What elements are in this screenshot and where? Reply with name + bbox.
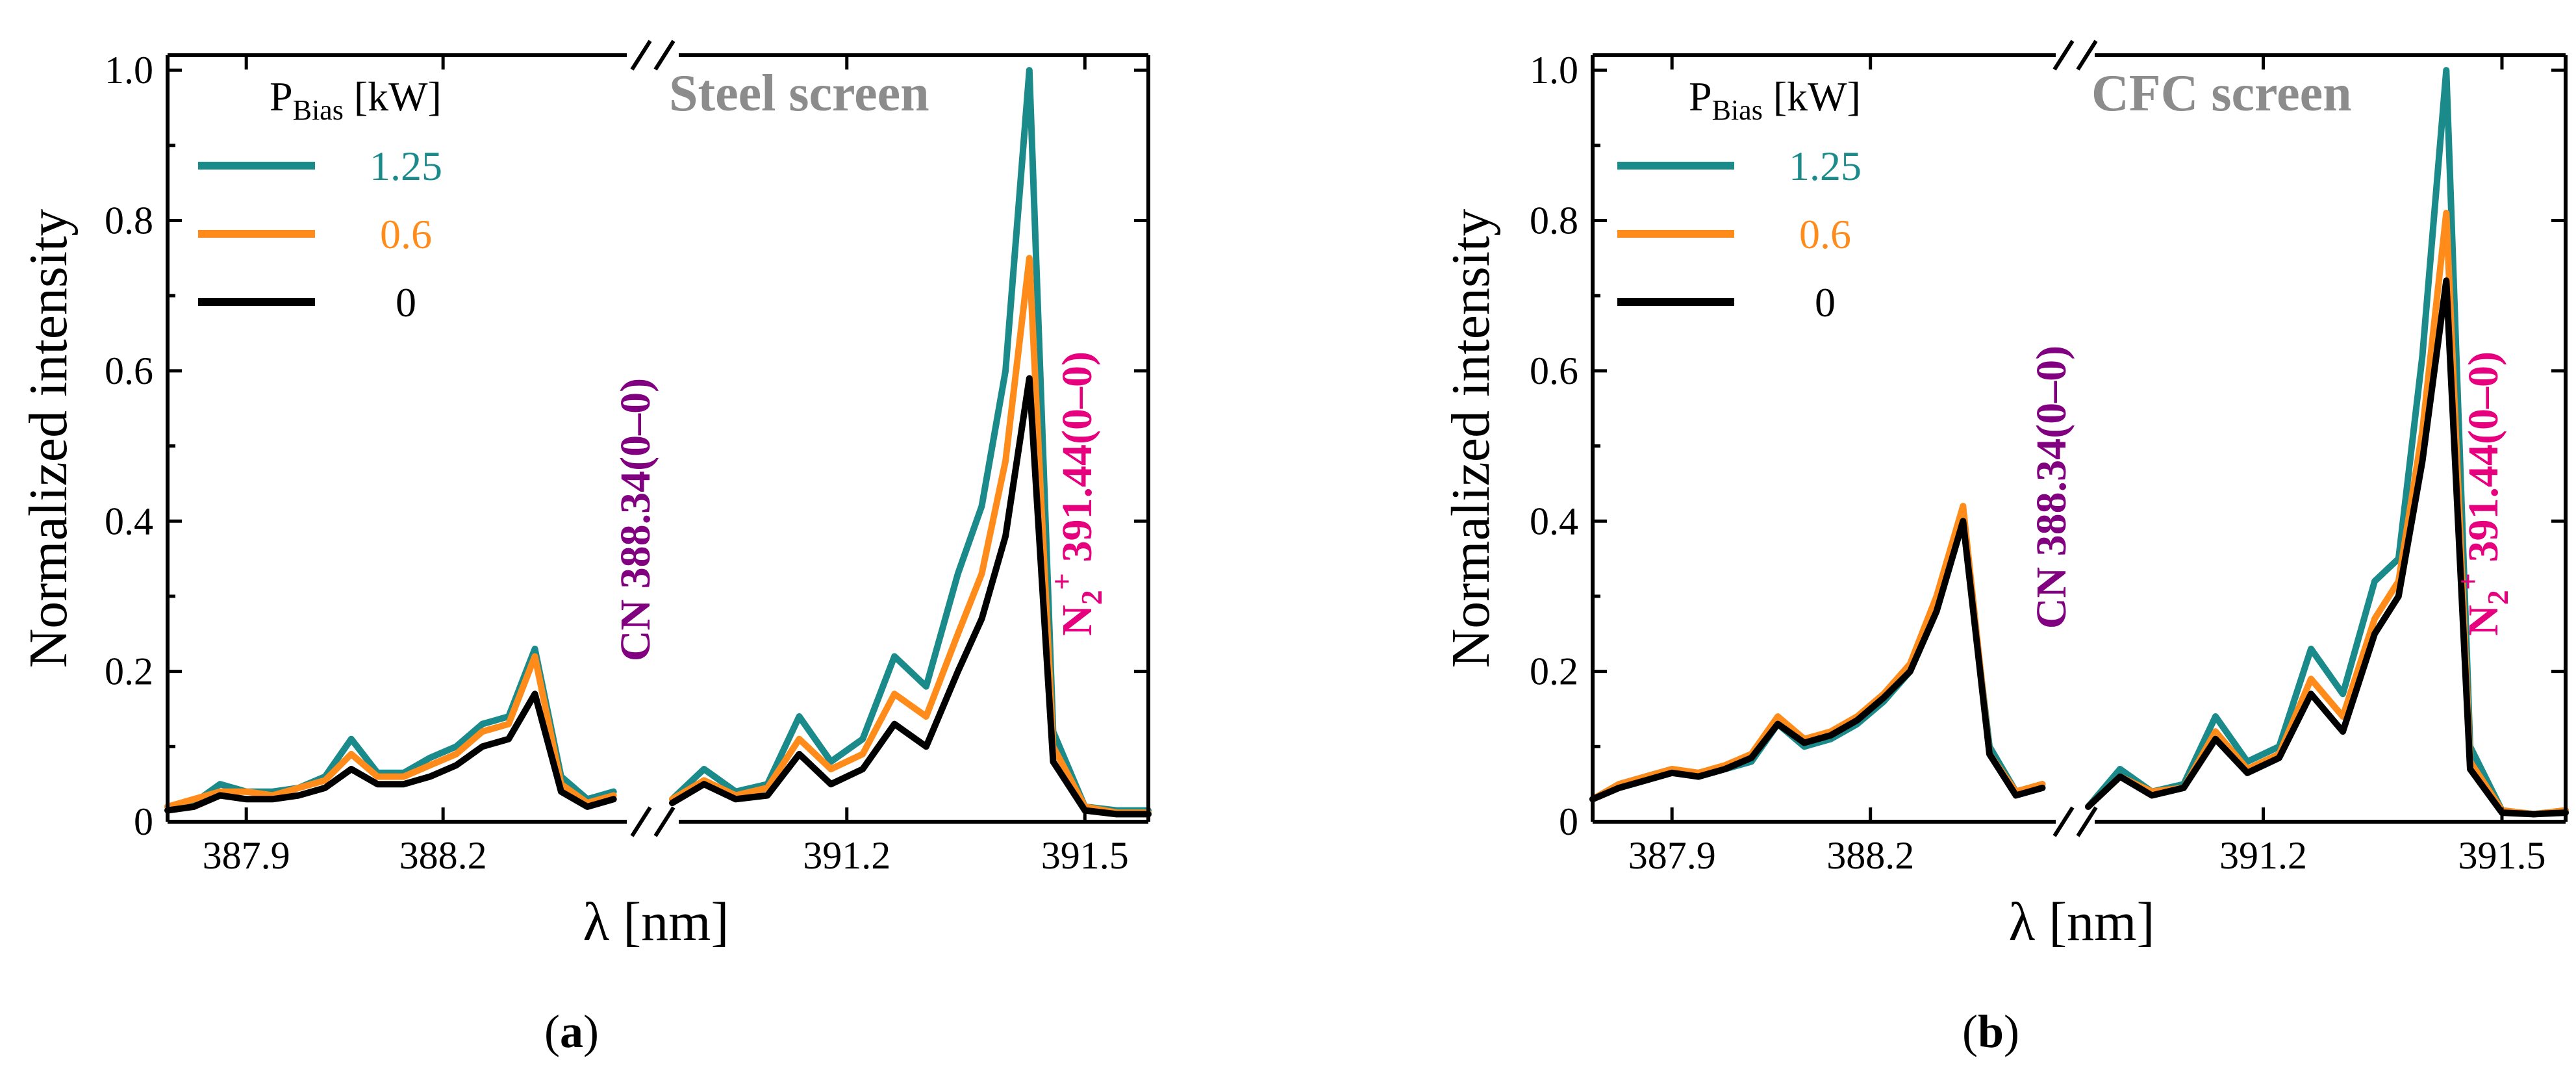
series-line-0_6-seg2 [669, 255, 1152, 817]
axis-break-mark [2052, 40, 2075, 71]
legend-label: 0 [396, 279, 416, 325]
y-tick-label: 0.6 [105, 349, 153, 392]
y-tick-label: 0.2 [105, 650, 153, 693]
legend-label: 0.6 [380, 211, 432, 257]
series-line-1_25-seg2 [669, 67, 1152, 814]
cn-peak-label: CN 388.34(0–0) [2028, 346, 2075, 629]
y-axis-label: Normalized intensity [18, 209, 79, 668]
series-line-0_6-seg1 [164, 653, 617, 810]
axis-break-mark [653, 806, 676, 837]
legend-title: PBias [kW] [1689, 73, 1861, 126]
y-axis-label: Normalized intensity [1441, 209, 1501, 668]
n2-peak-label: N2+ 391.44(0–0) [1045, 351, 1108, 636]
x-tick-label: 387.9 [1628, 834, 1716, 877]
y-tick-label: 0.8 [1530, 199, 1578, 242]
screen-title: CFC screen [2091, 65, 2352, 122]
y-tick-label: 0.8 [105, 199, 153, 242]
cn-peak-label: CN 388.34(0–0) [612, 378, 659, 661]
axis-break-mark [653, 40, 676, 71]
x-tick-label: 388.2 [399, 834, 487, 877]
screen-title: Steel screen [669, 65, 929, 122]
x-tick-label: 391.5 [2458, 834, 2546, 877]
series-line-1_25-seg1 [1589, 518, 2046, 803]
x-tick-label: 388.2 [1826, 834, 1914, 877]
legend-label: 0 [1815, 279, 1836, 325]
x-tick-label: 391.2 [803, 834, 890, 877]
chart-panel-a: 0 0.2 0.4 0.6 0.8 1.0 387.9 388.2 391.2 391.5 Norm… [18, 40, 1152, 1058]
axis-break-mark [2076, 806, 2098, 837]
axis-break-mark [2052, 806, 2075, 837]
x-tick-label: 391.5 [1041, 834, 1129, 877]
x-axis-label: λ [nm] [583, 892, 729, 952]
y-tick-label: 0.2 [1530, 650, 1578, 693]
legend-label: 0.6 [1799, 211, 1851, 257]
y-tick-label: 1.0 [105, 49, 153, 92]
axis-break-mark [630, 806, 652, 837]
chart-panel-b: 0 0.2 0.4 0.6 0.8 1.0 387.9 388.2 391.2 391.5 Norm… [1441, 40, 2569, 1058]
panel-label: (a) [544, 1006, 599, 1058]
legend-label: 1.25 [1789, 143, 1862, 189]
series-line-0-seg2 [2085, 277, 2569, 818]
axis-break-mark [2076, 40, 2098, 71]
x-axis-label: λ [nm] [2008, 892, 2154, 952]
x-tick-label: 387.9 [203, 834, 290, 877]
y-tick-label: 0 [134, 800, 153, 843]
series-line-0-seg1 [1589, 518, 2046, 803]
y-tick-label: 0 [1559, 800, 1578, 843]
axis-break-mark [630, 40, 652, 71]
y-tick-label: 0.4 [1530, 500, 1578, 542]
panel-label: (b) [1962, 1006, 2019, 1058]
n2-peak-label: N2+ 391.44(0–0) [2451, 351, 2514, 636]
series-line-0-seg2 [669, 375, 1152, 818]
y-tick-label: 1.0 [1530, 49, 1578, 92]
legend-title: PBias [kW] [270, 73, 442, 126]
y-tick-label: 0.6 [1530, 349, 1578, 392]
x-tick-label: 391.2 [2219, 834, 2307, 877]
y-tick-label: 0.4 [105, 500, 153, 542]
legend-label: 1.25 [370, 143, 442, 189]
series-line-0-seg1 [164, 691, 617, 814]
